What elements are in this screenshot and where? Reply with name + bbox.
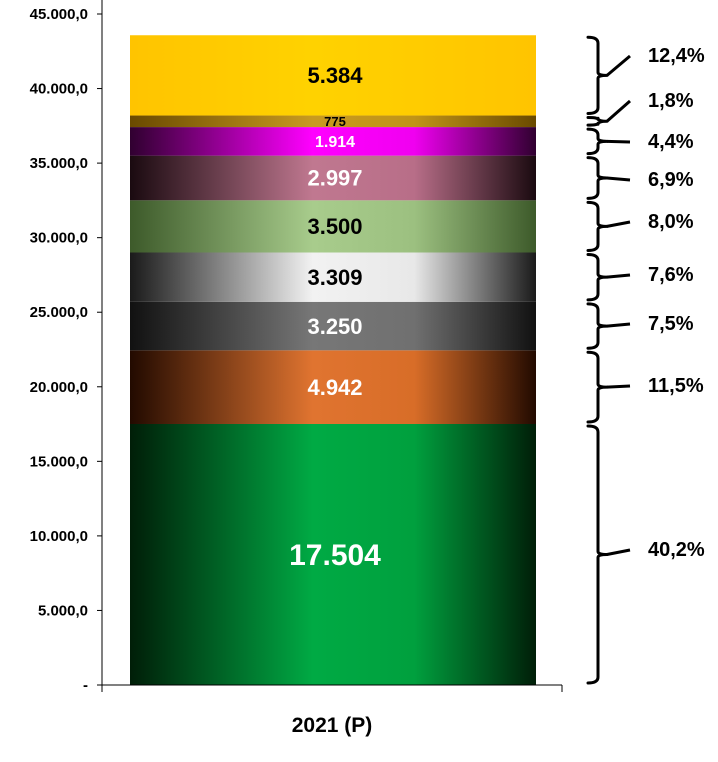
y-axis: - 5.000,0 10.000,0 15.000,0 20.000,0 25.000,0… bbox=[30, 0, 103, 694]
y-tick-label: 40.000,0 bbox=[30, 81, 88, 98]
share-label: 11,5% bbox=[648, 375, 704, 397]
data-label: 3.309 bbox=[307, 265, 362, 290]
x-category-label: 2021 (P) bbox=[292, 714, 373, 737]
bar-segment bbox=[130, 301, 536, 351]
share-label: 40,2% bbox=[648, 539, 705, 561]
y-tick-label: 20.000,0 bbox=[30, 379, 88, 396]
data-label: 2.997 bbox=[307, 166, 362, 191]
bar-segment bbox=[130, 115, 536, 128]
bar-segment bbox=[130, 127, 536, 156]
share-label: 8,0% bbox=[648, 211, 694, 233]
data-label: 3.500 bbox=[307, 214, 362, 239]
y-tick-label: 35.000,0 bbox=[30, 155, 88, 172]
segment-brace bbox=[586, 424, 609, 685]
share-label: 7,6% bbox=[648, 264, 694, 286]
segment-brace bbox=[586, 116, 609, 127]
share-braces: 12,4% 1,8% 4,4% 6,9% 8,0% 7,6% 7,5% 11,5% 40,2% bbox=[586, 35, 705, 685]
segment-brace bbox=[586, 350, 609, 424]
y-tick-label: 25.000,0 bbox=[30, 304, 88, 321]
brace-leader-line bbox=[606, 384, 631, 389]
data-label: 3.250 bbox=[307, 314, 362, 339]
bar-stack: 17.504 4.942 3.250 3.309 3.500 2.997 1.914 775 5… bbox=[130, 35, 536, 685]
brace-leader-line bbox=[606, 322, 631, 328]
segment-brace bbox=[586, 35, 609, 116]
share-label: 1,8% bbox=[648, 90, 694, 112]
segment-brace bbox=[586, 200, 609, 253]
y-tick-label: 45.000,0 bbox=[30, 6, 88, 23]
bar-segment bbox=[130, 350, 536, 424]
share-label: 7,5% bbox=[648, 313, 694, 335]
share-label: 12,4% bbox=[648, 45, 705, 67]
data-label: 775 bbox=[324, 114, 346, 129]
brace-leader-line bbox=[606, 273, 631, 279]
share-label: 4,4% bbox=[648, 131, 694, 153]
bar-segment bbox=[130, 155, 536, 201]
brace-leader-line bbox=[606, 99, 631, 123]
brace-leader-line bbox=[606, 139, 631, 144]
y-tick-label: 5.000,0 bbox=[38, 602, 88, 619]
data-label: 4.942 bbox=[307, 375, 362, 400]
y-tick-label: 10.000,0 bbox=[30, 528, 88, 545]
bar-segment bbox=[130, 200, 536, 253]
brace-leader-line bbox=[606, 176, 631, 182]
y-tick-label: 30.000,0 bbox=[30, 230, 88, 247]
segment-brace bbox=[586, 253, 609, 302]
data-label: 5.384 bbox=[307, 63, 363, 88]
x-axis: 2021 (P) bbox=[101, 684, 563, 737]
y-tick-label: 15.000,0 bbox=[30, 453, 88, 470]
segment-brace bbox=[586, 127, 609, 156]
bar-segment bbox=[130, 423, 536, 685]
segment-brace bbox=[586, 302, 609, 350]
brace-leader-line bbox=[606, 220, 631, 228]
data-label: 1.914 bbox=[315, 134, 355, 151]
bar-segment bbox=[130, 252, 536, 302]
y-tick-label: - bbox=[83, 677, 88, 694]
brace-leader-line bbox=[606, 548, 631, 556]
bar-segment bbox=[130, 35, 536, 116]
brace-leader-line bbox=[606, 54, 631, 77]
share-label: 6,9% bbox=[648, 169, 694, 191]
data-label: 17.504 bbox=[289, 539, 381, 572]
segment-brace bbox=[586, 156, 609, 200]
